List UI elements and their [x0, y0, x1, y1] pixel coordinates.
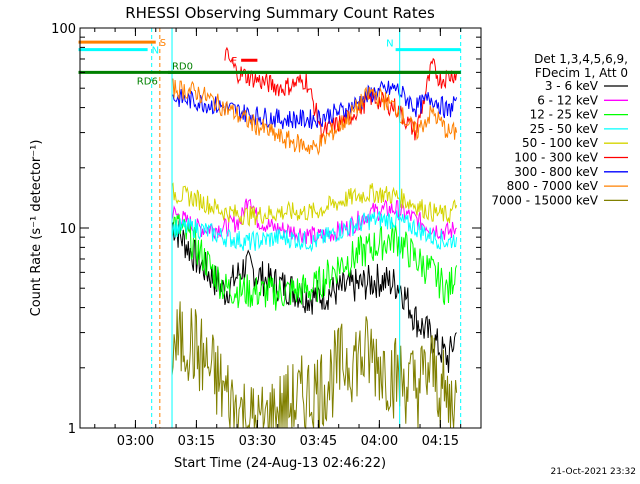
y-axis-label: Count Rate (s⁻¹ detector⁻¹) — [29, 140, 44, 317]
legend-label: 3 - 6 keV — [545, 79, 599, 93]
legend-label: 6 - 12 keV — [537, 93, 599, 107]
chart-title: RHESSI Observing Summary Count Rates — [125, 4, 435, 22]
x-axis-label: Start Time (24-Aug-13 02:46:22) — [174, 456, 386, 471]
flag-label: N — [152, 46, 159, 57]
legend-label: 100 - 300 keV — [514, 151, 598, 165]
y-tick-label: 10 — [59, 222, 76, 237]
flag-label: RD6 — [137, 76, 158, 87]
x-tick-label: 04:15 — [422, 434, 459, 449]
flag-label: S — [160, 38, 166, 49]
legend-label: 12 - 25 keV — [530, 108, 599, 122]
legend-label: 300 - 800 keV — [514, 165, 598, 179]
x-tick-label: 03:15 — [178, 434, 215, 449]
flag-label: N — [386, 39, 393, 50]
legend-label: 25 - 50 keV — [530, 122, 599, 136]
footer-date: 21-Oct-2021 23:32 — [551, 467, 636, 477]
chart-data-layer — [171, 46, 458, 430]
chart-axes-layer: 03:00 03:15 03:30 03:45 04:00 04:15 1 10 100 — [51, 22, 482, 449]
legend-label: 50 - 100 keV — [522, 136, 599, 150]
legend-label: 7000 - 15000 keV — [491, 193, 598, 207]
series-line — [171, 80, 458, 130]
y-tick-label: 1 — [68, 422, 76, 437]
series-line — [171, 182, 458, 227]
x-tick-label: 03:00 — [117, 434, 154, 449]
flag-label: F — [231, 56, 237, 67]
series-line — [171, 214, 458, 311]
series-line — [171, 210, 458, 253]
flag-label: RD0 — [172, 61, 193, 72]
series-line — [171, 220, 457, 373]
chart-legend: Det 1,3,4,5,6,9,FDecim 1, Att 03 - 6 keV… — [491, 52, 628, 207]
legend-label: 800 - 7000 keV — [507, 179, 599, 193]
y-tick-label: 100 — [51, 22, 76, 37]
legend-header: FDecim 1, Att 0 — [535, 66, 628, 80]
x-tick-label: 03:45 — [300, 434, 337, 449]
series-line — [171, 78, 458, 156]
x-tick-label: 03:30 — [239, 434, 276, 449]
x-tick-label: 04:00 — [361, 434, 398, 449]
legend-header: Det 1,3,4,5,6,9, — [534, 52, 628, 66]
series-line — [171, 198, 457, 245]
